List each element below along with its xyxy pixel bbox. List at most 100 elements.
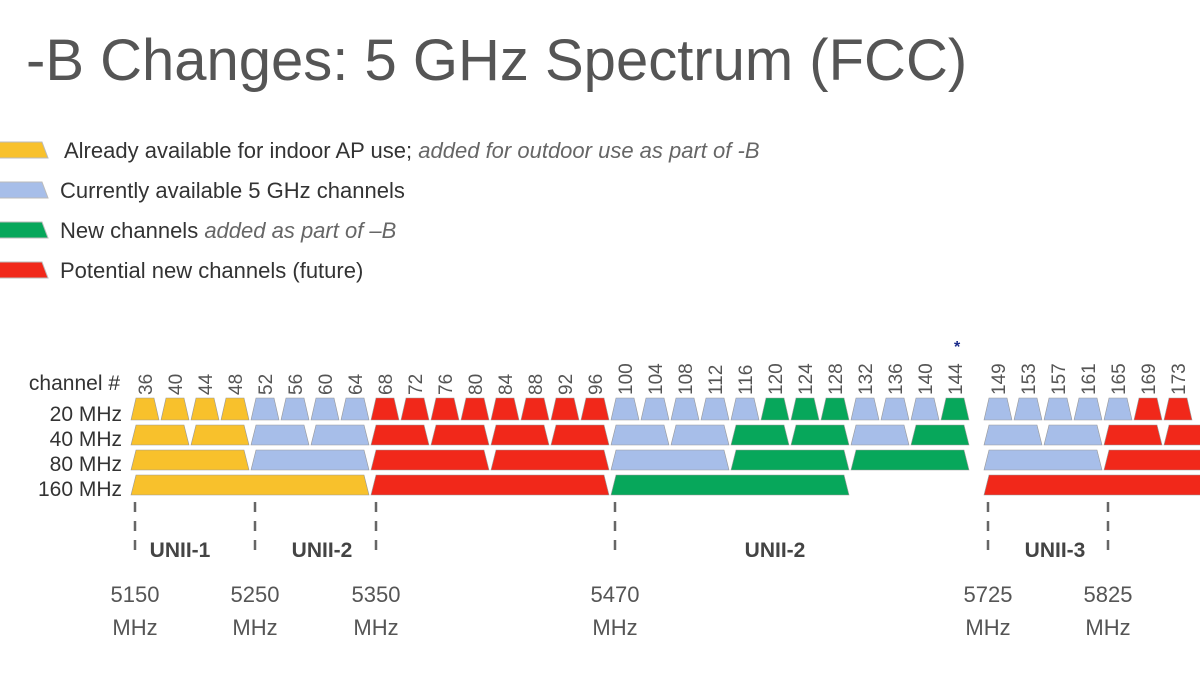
channel-block bbox=[130, 449, 250, 471]
frequency-value: 5350 bbox=[352, 582, 401, 607]
channel-block bbox=[850, 424, 910, 446]
frequency-unit: MHz bbox=[353, 615, 398, 640]
channel-number: 112 bbox=[706, 365, 727, 395]
frequency-unit: MHz bbox=[965, 615, 1010, 640]
footnote-mark: * bbox=[954, 339, 961, 356]
frequency-unit: MHz bbox=[112, 615, 157, 640]
channel-block bbox=[310, 424, 370, 446]
channel-number: 84 bbox=[496, 373, 517, 395]
channel-block bbox=[190, 424, 250, 446]
channel-block bbox=[983, 424, 1043, 446]
channel-number: 52 bbox=[256, 374, 277, 395]
channel-block bbox=[1013, 397, 1043, 421]
channel-number: 153 bbox=[1019, 363, 1040, 395]
channel-block bbox=[610, 449, 730, 471]
channel-number: 92 bbox=[556, 374, 577, 395]
width-label: 20 MHz bbox=[50, 403, 122, 426]
channel-block bbox=[910, 397, 940, 421]
channel-block bbox=[640, 397, 670, 421]
channel-block bbox=[130, 474, 370, 496]
channel-block bbox=[730, 424, 790, 446]
channel-block bbox=[1163, 424, 1200, 446]
channel-block bbox=[983, 397, 1013, 421]
channel-number: 96 bbox=[586, 374, 607, 395]
channel-number: 161 bbox=[1079, 363, 1100, 395]
channel-block bbox=[550, 397, 580, 421]
channel-number: 144 bbox=[946, 363, 967, 395]
channel-number: 108 bbox=[676, 363, 697, 395]
channel-block bbox=[850, 449, 970, 471]
channel-block bbox=[370, 424, 430, 446]
width-label: 160 MHz bbox=[38, 478, 122, 501]
channel-number: 60 bbox=[316, 374, 337, 395]
channel-block bbox=[1073, 397, 1103, 421]
channel-number: 40 bbox=[166, 374, 187, 395]
channel-block bbox=[430, 397, 460, 421]
channel-block bbox=[790, 397, 820, 421]
channel-block bbox=[310, 397, 340, 421]
legend-label: Already available for indoor AP use; bbox=[64, 138, 412, 163]
channel-block bbox=[1163, 397, 1193, 421]
legend-swatch bbox=[0, 141, 49, 159]
channel-block bbox=[280, 397, 310, 421]
channel-block bbox=[1103, 397, 1133, 421]
channel-number: 140 bbox=[916, 363, 937, 395]
channel-block bbox=[880, 397, 910, 421]
channel-number: 76 bbox=[436, 374, 457, 395]
legend-swatch bbox=[0, 261, 49, 279]
channel-block bbox=[490, 449, 610, 471]
channel-number: 116 bbox=[736, 365, 757, 395]
channel-number: 124 bbox=[796, 363, 817, 395]
channel-block bbox=[370, 397, 400, 421]
channel-number: 149 bbox=[989, 363, 1010, 395]
channel-block bbox=[820, 397, 850, 421]
band-label: UNII-3 bbox=[1025, 539, 1086, 562]
channel-block bbox=[910, 424, 970, 446]
channel-number: 56 bbox=[286, 374, 307, 395]
channel-block bbox=[460, 397, 490, 421]
channel-number: 100 bbox=[616, 363, 637, 395]
frequency-unit: MHz bbox=[1085, 615, 1130, 640]
channel-number: 68 bbox=[376, 374, 397, 395]
channel-block bbox=[250, 397, 280, 421]
legend-swatch bbox=[0, 221, 49, 239]
channel-block bbox=[190, 397, 220, 421]
channel-label: channel # bbox=[29, 372, 120, 395]
channel-block bbox=[790, 424, 850, 446]
legend-label: Currently available 5 GHz channels bbox=[60, 178, 405, 203]
channel-block bbox=[130, 424, 190, 446]
frequency-value: 5150 bbox=[111, 582, 160, 607]
channel-block bbox=[700, 397, 730, 421]
channel-number: 165 bbox=[1109, 363, 1130, 395]
legend-label: New channels bbox=[60, 218, 198, 243]
band-label: UNII-2 bbox=[745, 539, 806, 562]
channel-block bbox=[670, 424, 730, 446]
legend-label: Potential new channels (future) bbox=[60, 258, 363, 283]
channel-number: 72 bbox=[406, 374, 427, 395]
channel-block bbox=[220, 397, 250, 421]
channel-block bbox=[580, 397, 610, 421]
channel-block bbox=[160, 397, 190, 421]
frequency-value: 5250 bbox=[231, 582, 280, 607]
channel-number: 128 bbox=[826, 363, 847, 395]
frequency-value: 5825 bbox=[1084, 582, 1133, 607]
channel-block bbox=[430, 424, 490, 446]
channel-block bbox=[400, 397, 430, 421]
channel-number: 132 bbox=[856, 363, 877, 395]
channel-block bbox=[610, 474, 850, 496]
legend-text: New channels added as part of –B bbox=[60, 218, 396, 243]
width-label: 80 MHz bbox=[50, 453, 122, 476]
channel-block bbox=[670, 397, 700, 421]
channel-block bbox=[730, 397, 760, 421]
channel-block bbox=[1043, 424, 1103, 446]
channel-block bbox=[1103, 424, 1163, 446]
channel-number: 104 bbox=[646, 363, 667, 395]
channel-block bbox=[610, 397, 640, 421]
slide-title: -B Changes: 5 GHz Spectrum (FCC) bbox=[26, 28, 967, 93]
band-label: UNII-2 bbox=[292, 539, 353, 562]
channel-block bbox=[370, 474, 610, 496]
legend: Already available for indoor AP use; add… bbox=[0, 138, 760, 283]
legend-text: Currently available 5 GHz channels bbox=[60, 178, 405, 203]
channel-block bbox=[490, 424, 550, 446]
channel-number: 88 bbox=[526, 374, 547, 395]
